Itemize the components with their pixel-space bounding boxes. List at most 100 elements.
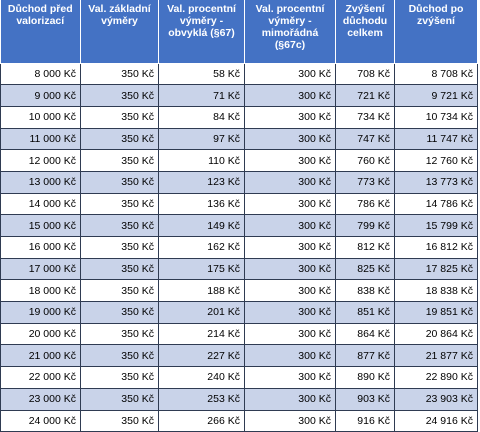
percentage-extraordinary-cell: 300 Kč [244, 105, 336, 129]
basic-amount-cell: 350 Kč [80, 105, 159, 129]
total-increase-cell: 864 Kč [335, 322, 395, 346]
percentage-extraordinary-cell: 300 Kč [244, 170, 336, 194]
percentage-extraordinary-cell: 300 Kč [244, 387, 336, 411]
basic-amount-cell: 350 Kč [80, 366, 159, 389]
percentage-regular-cell: 188 Kč [158, 279, 245, 303]
pension-before-cell: 22 000 Kč [0, 366, 81, 389]
basic-amount-cell: 350 Kč [80, 344, 159, 368]
pension-after-cell: 22 890 Kč [394, 366, 478, 389]
pension-after-cell: 23 903 Kč [394, 387, 478, 411]
percentage-extraordinary-cell: 300 Kč [244, 409, 336, 432]
percentage-regular-cell: 110 Kč [158, 149, 245, 172]
header-total-increase: Zvýšení důchodu celkem [335, 0, 395, 64]
pension-after-cell: 15 799 Kč [394, 214, 478, 237]
percentage-extraordinary-cell: 300 Kč [244, 301, 336, 324]
percentage-extraordinary-cell: 300 Kč [244, 127, 336, 151]
percentage-regular-cell: 240 Kč [158, 366, 245, 389]
pension-after-cell: 18 838 Kč [394, 279, 478, 303]
total-increase-cell: 721 Kč [335, 84, 395, 107]
pension-before-cell: 24 000 Kč [0, 409, 81, 432]
total-increase-cell: 812 Kč [335, 236, 395, 259]
pension-after-cell: 20 864 Kč [394, 322, 478, 346]
basic-amount-cell: 350 Kč [80, 192, 159, 216]
pension-before-cell: 9 000 Kč [0, 84, 81, 107]
pension-after-cell: 17 825 Kč [394, 257, 478, 281]
total-increase-cell: 838 Kč [335, 279, 395, 303]
header-row: Důchod před valorizací Val. základní vým… [0, 0, 478, 64]
percentage-regular-cell: 266 Kč [158, 409, 245, 432]
table-row: 19 000 Kč 350 Kč 201 Kč 300 Kč 851 Kč 19 851 … [0, 301, 478, 324]
total-increase-cell: 903 Kč [335, 387, 395, 411]
pension-after-cell: 9 721 Kč [394, 84, 478, 107]
percentage-extraordinary-cell: 300 Kč [244, 62, 336, 86]
basic-amount-cell: 350 Kč [80, 301, 159, 324]
basic-amount-cell: 350 Kč [80, 409, 159, 432]
percentage-regular-cell: 175 Kč [158, 257, 245, 281]
percentage-regular-cell: 149 Kč [158, 214, 245, 237]
total-increase-cell: 825 Kč [335, 257, 395, 281]
basic-amount-cell: 350 Kč [80, 279, 159, 303]
header-basic-amount: Val. základní výměry [80, 0, 159, 64]
percentage-regular-cell: 58 Kč [158, 62, 245, 86]
percentage-regular-cell: 227 Kč [158, 344, 245, 368]
pension-before-cell: 19 000 Kč [0, 301, 81, 324]
percentage-extraordinary-cell: 300 Kč [244, 322, 336, 346]
basic-amount-cell: 350 Kč [80, 149, 159, 172]
pension-after-cell: 21 877 Kč [394, 344, 478, 368]
header-pension-before: Důchod před valorizací [0, 0, 81, 64]
percentage-extraordinary-cell: 300 Kč [244, 279, 336, 303]
pension-after-cell: 19 851 Kč [394, 301, 478, 324]
total-increase-cell: 799 Kč [335, 214, 395, 237]
total-increase-cell: 760 Kč [335, 149, 395, 172]
pension-before-cell: 10 000 Kč [0, 105, 81, 129]
pension-after-cell: 10 734 Kč [394, 105, 478, 129]
percentage-regular-cell: 162 Kč [158, 236, 245, 259]
percentage-regular-cell: 123 Kč [158, 170, 245, 194]
basic-amount-cell: 350 Kč [80, 257, 159, 281]
pension-after-cell: 11 747 Kč [394, 127, 478, 151]
pension-before-cell: 13 000 Kč [0, 170, 81, 194]
basic-amount-cell: 350 Kč [80, 322, 159, 346]
table-row: 12 000 Kč 350 Kč 110 Kč 300 Kč 760 Kč 12 760 … [0, 149, 478, 172]
table-row: 16 000 Kč 350 Kč 162 Kč 300 Kč 812 Kč 16 812 … [0, 236, 478, 259]
total-increase-cell: 890 Kč [335, 366, 395, 389]
total-increase-cell: 747 Kč [335, 127, 395, 151]
table-row: 17 000 Kč 350 Kč 175 Kč 300 Kč 825 Kč 17 825 … [0, 257, 478, 281]
table-row: 13 000 Kč 350 Kč 123 Kč 300 Kč 773 Kč 13 773 … [0, 170, 478, 194]
pension-after-cell: 12 760 Kč [394, 149, 478, 172]
table-header: Důchod před valorizací Val. základní vým… [0, 0, 478, 64]
total-increase-cell: 734 Kč [335, 105, 395, 129]
percentage-regular-cell: 253 Kč [158, 387, 245, 411]
percentage-extraordinary-cell: 300 Kč [244, 366, 336, 389]
total-increase-cell: 851 Kč [335, 301, 395, 324]
table-row: 24 000 Kč 350 Kč 266 Kč 300 Kč 916 Kč 24 916 … [0, 409, 478, 432]
header-pension-after: Důchod po zvýšení [394, 0, 478, 64]
table-row: 11 000 Kč 350 Kč 97 Kč 300 Kč 747 Kč 11 747 K… [0, 127, 478, 151]
percentage-extraordinary-cell: 300 Kč [244, 236, 336, 259]
percentage-regular-cell: 201 Kč [158, 301, 245, 324]
pension-before-cell: 21 000 Kč [0, 344, 81, 368]
pension-before-cell: 12 000 Kč [0, 149, 81, 172]
pension-before-cell: 20 000 Kč [0, 322, 81, 346]
total-increase-cell: 773 Kč [335, 170, 395, 194]
total-increase-cell: 916 Kč [335, 409, 395, 432]
header-percentage-extraordinary: Val. procentní výměry - mimořádná (§67c) [244, 0, 336, 64]
pension-before-cell: 14 000 Kč [0, 192, 81, 216]
table-row: 21 000 Kč 350 Kč 227 Kč 300 Kč 877 Kč 21 877 … [0, 344, 478, 368]
pension-before-cell: 23 000 Kč [0, 387, 81, 411]
table-row: 15 000 Kč 350 Kč 149 Kč 300 Kč 799 Kč 15 799 … [0, 214, 478, 237]
table-row: 9 000 Kč 350 Kč 71 Kč 300 Kč 721 Kč 9 721 Kč [0, 84, 478, 107]
table-row: 20 000 Kč 350 Kč 214 Kč 300 Kč 864 Kč 20 864 … [0, 322, 478, 346]
table-row: 18 000 Kč 350 Kč 188 Kč 300 Kč 838 Kč 18 838 … [0, 279, 478, 303]
pension-after-cell: 24 916 Kč [394, 409, 478, 432]
percentage-extraordinary-cell: 300 Kč [244, 84, 336, 107]
percentage-extraordinary-cell: 300 Kč [244, 214, 336, 237]
pension-after-cell: 16 812 Kč [394, 236, 478, 259]
percentage-extraordinary-cell: 300 Kč [244, 257, 336, 281]
total-increase-cell: 877 Kč [335, 344, 395, 368]
pension-before-cell: 16 000 Kč [0, 236, 81, 259]
pension-before-cell: 8 000 Kč [0, 62, 81, 86]
basic-amount-cell: 350 Kč [80, 127, 159, 151]
percentage-regular-cell: 84 Kč [158, 105, 245, 129]
